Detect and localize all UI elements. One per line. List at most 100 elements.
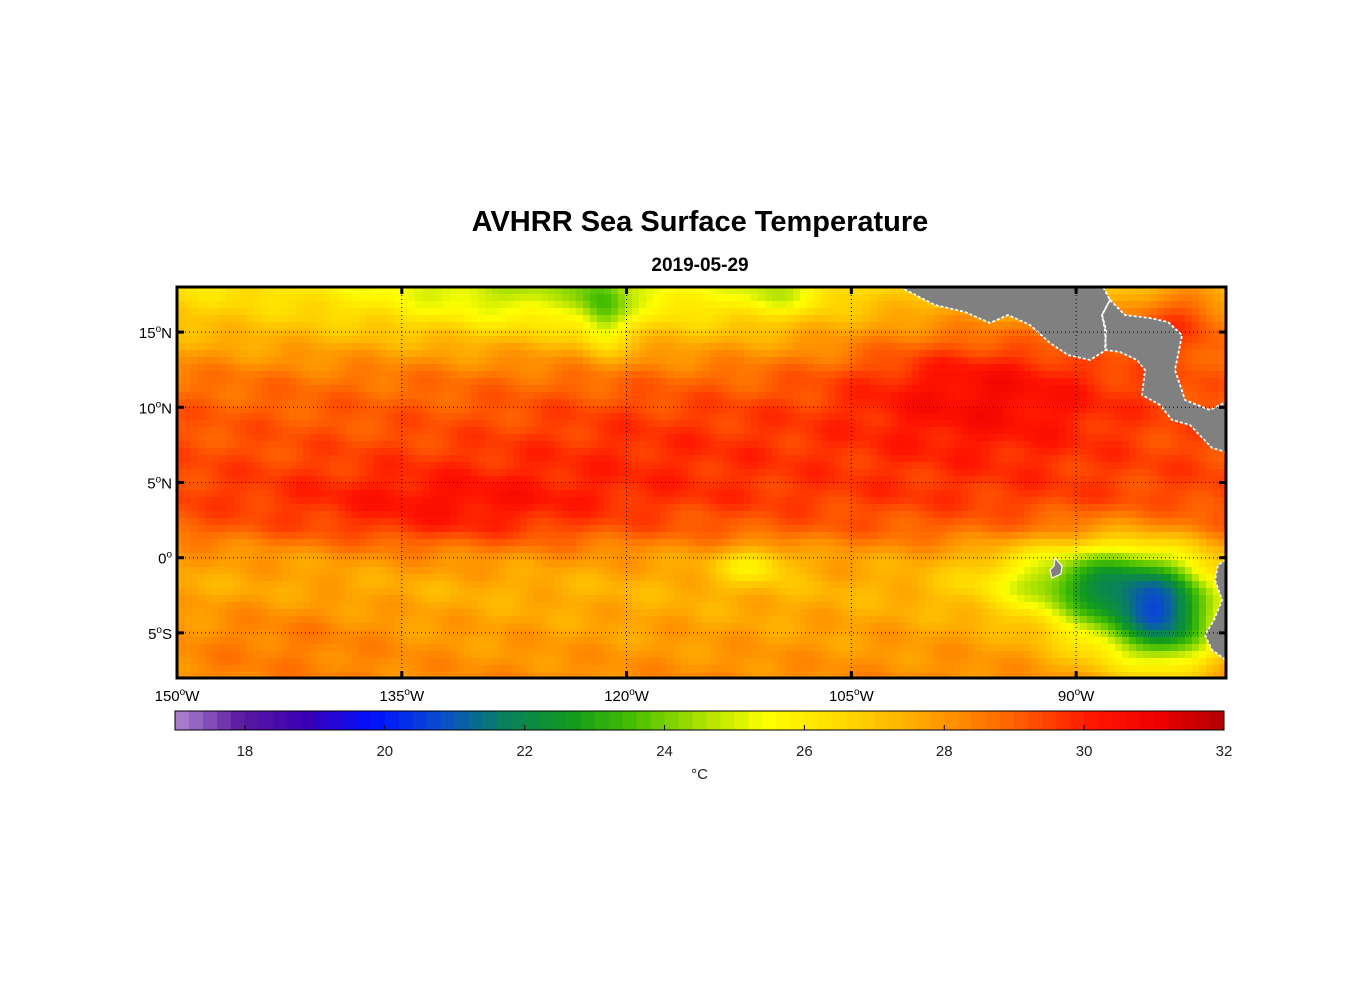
sst-cell xyxy=(198,448,206,456)
sst-cell xyxy=(821,511,829,519)
sst-cell xyxy=(261,420,269,428)
sst-cell xyxy=(1157,504,1165,512)
sst-cell xyxy=(261,406,269,414)
sst-cell xyxy=(779,427,787,435)
sst-cell xyxy=(520,469,528,477)
sst-cell xyxy=(1052,497,1060,505)
sst-cell xyxy=(324,476,332,484)
sst-cell xyxy=(212,399,220,407)
sst-cell xyxy=(933,476,941,484)
sst-cell xyxy=(716,427,724,435)
sst-cell xyxy=(184,322,192,330)
sst-cell xyxy=(625,483,633,491)
sst-cell xyxy=(177,462,185,470)
sst-cell xyxy=(240,448,248,456)
sst-cell xyxy=(492,469,500,477)
sst-cell xyxy=(842,483,850,491)
sst-cell xyxy=(926,350,934,358)
sst-cell xyxy=(590,455,598,463)
sst-cell xyxy=(954,329,962,337)
sst-cell xyxy=(632,287,640,295)
sst-cell xyxy=(933,399,941,407)
sst-cell xyxy=(1129,462,1137,470)
sst-cell xyxy=(380,441,388,449)
sst-cell xyxy=(604,371,612,379)
sst-cell xyxy=(303,413,311,421)
sst-cell xyxy=(303,455,311,463)
sst-cell xyxy=(338,490,346,498)
sst-cell xyxy=(184,350,192,358)
sst-cell xyxy=(513,378,521,386)
sst-cell xyxy=(324,343,332,351)
sst-cell xyxy=(891,329,899,337)
sst-cell xyxy=(562,511,570,519)
sst-cell xyxy=(856,462,864,470)
sst-cell xyxy=(324,420,332,428)
sst-cell xyxy=(436,392,444,400)
sst-cell xyxy=(989,406,997,414)
sst-cell xyxy=(947,441,955,449)
sst-cell xyxy=(653,511,661,519)
sst-cell xyxy=(765,504,773,512)
sst-cell xyxy=(1052,392,1060,400)
sst-cell xyxy=(800,301,808,309)
sst-cell xyxy=(737,308,745,316)
sst-cell xyxy=(233,406,241,414)
sst-cell xyxy=(821,476,829,484)
sst-cell xyxy=(401,315,409,323)
sst-cell xyxy=(1220,308,1226,316)
sst-cell xyxy=(226,364,234,372)
sst-cell xyxy=(849,315,857,323)
sst-cell xyxy=(744,497,752,505)
sst-cell xyxy=(1052,420,1060,428)
sst-cell xyxy=(814,504,822,512)
sst-cell xyxy=(989,343,997,351)
sst-cell xyxy=(779,385,787,393)
sst-cell xyxy=(1143,483,1151,491)
sst-cell xyxy=(604,511,612,519)
sst-cell xyxy=(940,511,948,519)
sst-cell xyxy=(681,448,689,456)
sst-cell xyxy=(1101,469,1109,477)
sst-cell xyxy=(296,455,304,463)
sst-cell xyxy=(1220,455,1226,463)
sst-cell xyxy=(1129,490,1137,498)
sst-cell xyxy=(1080,434,1088,442)
sst-cell xyxy=(905,336,913,344)
sst-cell xyxy=(877,399,885,407)
sst-cell xyxy=(1143,427,1151,435)
sst-cell xyxy=(1024,392,1032,400)
sst-cell xyxy=(1024,483,1032,491)
sst-cell xyxy=(1045,511,1053,519)
sst-cell xyxy=(310,350,318,358)
sst-cell xyxy=(1164,427,1172,435)
sst-cell xyxy=(212,497,220,505)
sst-cell xyxy=(961,441,969,449)
sst-cell xyxy=(429,315,437,323)
sst-cell xyxy=(849,294,857,302)
sst-cell xyxy=(912,343,920,351)
sst-cell xyxy=(842,441,850,449)
sst-cell xyxy=(1178,287,1186,295)
sst-cell xyxy=(436,420,444,428)
sst-cell xyxy=(933,357,941,365)
sst-cell xyxy=(625,343,633,351)
sst-cell xyxy=(359,294,367,302)
sst-cell xyxy=(422,350,430,358)
sst-cell xyxy=(1185,357,1193,365)
sst-cell xyxy=(555,448,563,456)
sst-cell xyxy=(807,399,815,407)
sst-cell xyxy=(660,455,668,463)
sst-cell xyxy=(1115,469,1123,477)
sst-cell xyxy=(653,504,661,512)
sst-cell xyxy=(625,399,633,407)
sst-cell xyxy=(1087,399,1095,407)
sst-cell xyxy=(1115,511,1123,519)
sst-cell xyxy=(926,434,934,442)
sst-cell xyxy=(646,392,654,400)
sst-cell xyxy=(611,406,619,414)
sst-cell xyxy=(779,308,787,316)
sst-cell xyxy=(177,483,185,491)
sst-cell xyxy=(835,476,843,484)
sst-cell xyxy=(821,364,829,372)
